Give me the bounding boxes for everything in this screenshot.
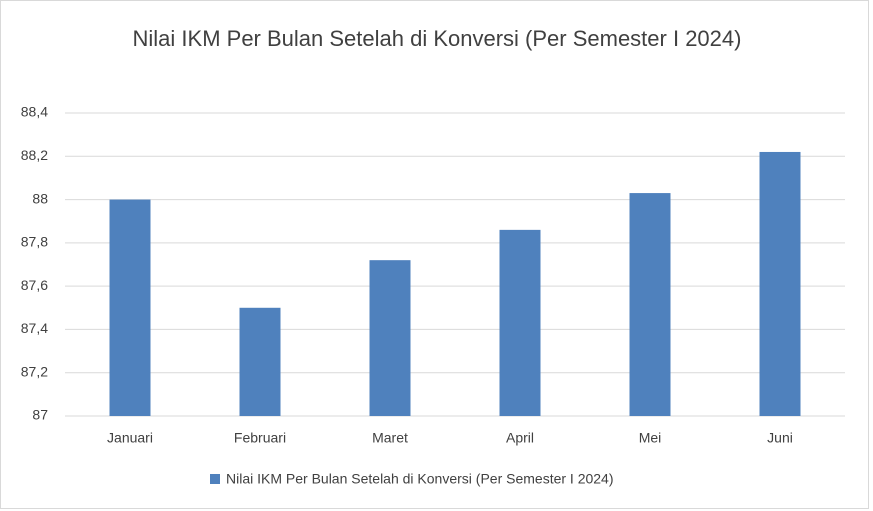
- x-tick-label: Februari: [234, 430, 286, 446]
- bar: [759, 151, 801, 416]
- bar: [239, 307, 281, 416]
- y-tick-label: 87: [32, 407, 48, 423]
- y-tick-label: 88,2: [21, 147, 48, 163]
- y-tick-label: 88,4: [21, 104, 48, 120]
- bar: [629, 193, 671, 416]
- y-tick-label: 87,8: [21, 234, 48, 250]
- legend-label: Nilai IKM Per Bulan Setelah di Konversi …: [226, 471, 614, 487]
- y-tick-label: 88: [32, 190, 48, 206]
- y-tick-label: 87,2: [21, 363, 48, 379]
- bar: [369, 260, 411, 416]
- y-tick-label: 87,4: [21, 320, 48, 336]
- chart-title: Nilai IKM Per Bulan Setelah di Konversi …: [132, 26, 742, 51]
- x-tick-label: Januari: [107, 430, 153, 446]
- x-tick-label: Maret: [372, 430, 408, 446]
- legend-swatch: [210, 474, 220, 484]
- bar: [109, 199, 151, 416]
- x-tick-label: Juni: [767, 430, 793, 446]
- x-tick-label: April: [506, 430, 534, 446]
- y-tick-label: 87,6: [21, 277, 48, 293]
- bar: [499, 229, 541, 416]
- x-tick-label: Mei: [639, 430, 662, 446]
